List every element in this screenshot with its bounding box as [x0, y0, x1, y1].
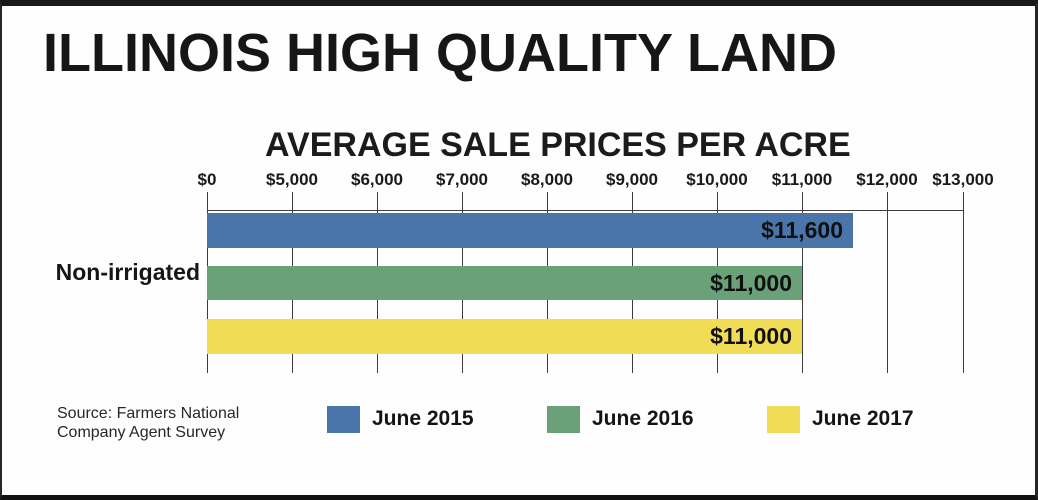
axis-tick-label: $7,000: [436, 170, 488, 189]
axis-tick-label: $10,000: [686, 170, 748, 189]
legend-label: June 2017: [812, 407, 914, 430]
gridline: [887, 192, 888, 373]
axis-tick-label: $8,000: [521, 170, 573, 189]
source-line-2: Company Agent Survey: [57, 424, 226, 441]
axis-tick-label: $11,000: [771, 170, 833, 189]
axis-line: [207, 210, 964, 211]
source-line-1: Source: Farmers National: [57, 405, 240, 422]
gridline: [802, 192, 803, 373]
legend-swatch: [767, 405, 800, 433]
axis-tick-label: $6,000: [351, 170, 403, 189]
axis-tick-label: $13,000: [932, 170, 994, 189]
legend-label: June 2016: [592, 407, 694, 430]
bar-june-2017: $11,000: [207, 319, 802, 354]
bar-value-label: $11,000: [710, 269, 792, 296]
axis-tick-label: $5,000: [266, 170, 318, 189]
legend-item-june-2015: June 2015: [327, 405, 474, 433]
axis-tick-label: $12,000: [856, 170, 918, 189]
page-title: ILLINOIS HIGH QUALITY LAND: [43, 23, 837, 83]
bar-june-2016: $11,000: [207, 266, 802, 300]
bar-value-label: $11,000: [710, 323, 792, 349]
legend-item-june-2016: June 2016: [547, 405, 694, 433]
axis-tick-label: $0: [197, 170, 217, 189]
legend-swatch: [327, 405, 360, 433]
legend-swatch: [547, 405, 580, 433]
bar-june-2015: $11,600: [207, 213, 853, 248]
gridline: [963, 192, 964, 373]
category-label: Non-irrigated: [55, 259, 200, 285]
chart-title: AVERAGE SALE PRICES PER ACRE: [265, 126, 851, 164]
axis-tick-label: $9,000: [606, 170, 658, 189]
source-note: Source: Farmers National Company Agent S…: [57, 404, 239, 442]
legend-item-june-2017: June 2017: [767, 405, 914, 433]
bar-value-label: $11,600: [761, 217, 843, 243]
legend-label: June 2015: [372, 407, 474, 430]
